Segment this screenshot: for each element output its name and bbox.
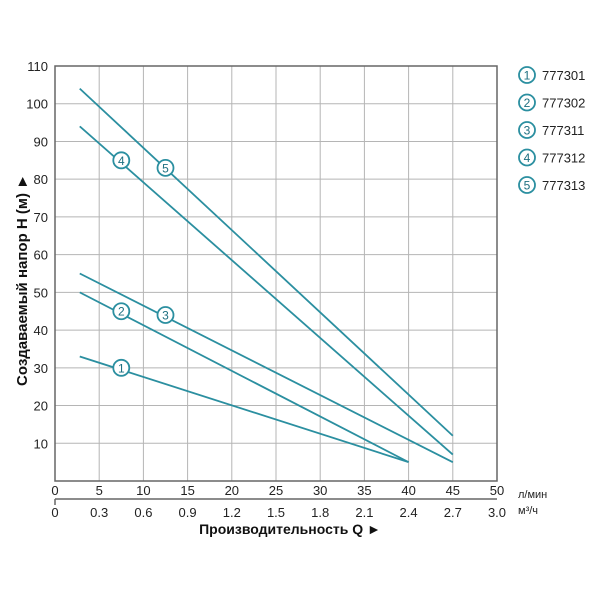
x-tick-label: 35 [357,483,371,498]
plot-frame [54,65,498,482]
series-marker-label: 1 [118,361,125,375]
series-marker-circle [156,158,175,177]
y-tick-label: 70 [34,210,48,225]
x2-tick-label: 0.6 [134,505,152,520]
series-line-3 [79,272,454,463]
y-tick-label: 100 [26,97,48,112]
series-marker-circle [112,358,131,377]
y-tick-label: 30 [34,361,48,376]
series-line-2 [79,291,410,463]
y-tick-label: 20 [34,399,48,414]
series-marker-circle [112,302,131,321]
series-line-4 [79,125,454,456]
x2-tick-label: 0 [51,505,58,520]
x-tick-label: 0 [51,483,58,498]
legend-entry: 777311 [542,123,584,138]
x2-tick-label: 1.8 [311,505,329,520]
x2-tick-label: 1.5 [267,505,285,520]
x2-tick-label: 2.4 [400,505,418,520]
series-marker-label: 3 [162,309,169,323]
x2-tick-label: 0.3 [90,505,108,520]
x-axis-title: Производительность Q ► [199,521,381,537]
y-tick-label: 80 [34,172,48,187]
x2-tick-label: 0.9 [179,505,197,520]
y-tick-label: 110 [27,59,48,74]
x-tick-label: 30 [313,483,327,498]
legend-marker-circle [518,93,536,112]
legend-entry: 777301 [542,68,585,83]
x2-unit-label: м³/ч [518,505,538,517]
legend-entry: 777312 [542,151,585,166]
x2-tick-label: 2.7 [444,505,462,520]
x-tick-label: 20 [225,483,239,498]
series-marker-label: 2 [118,305,125,319]
legend-marker-circle [518,121,536,139]
series-line-1 [79,355,409,463]
x-tick-label: 40 [401,483,415,498]
series-line-5 [79,87,454,437]
x-unit-label: л/мин [518,489,547,501]
legend-marker-circle [518,176,536,194]
y-tick-label: 60 [34,248,48,263]
x2-tick-label: 1.2 [223,505,241,520]
legend-marker-label: 5 [524,179,531,193]
series-marker-label: 5 [162,161,169,175]
legend-entry: 777313 [542,178,585,193]
x-tick-label: 10 [136,483,150,498]
x2-tick-label: 3.0 [488,505,506,520]
x-tick-label: 15 [180,483,194,498]
legend-marker-circle [518,66,536,84]
x-tick-label: 25 [269,483,283,498]
legend-marker-label: 1 [524,69,531,83]
legend-marker-label: 2 [524,96,531,110]
y-tick-label: 10 [34,436,48,451]
series-marker-circle [112,151,131,170]
y-axis-title: Создаваемый напор H (м) ► [14,174,31,386]
series-marker-label: 4 [118,154,125,168]
x2-tick-label: 2.1 [355,505,373,520]
y-tick-label: 90 [34,134,48,149]
y-tick-label: 40 [34,323,48,338]
x-tick-label: 45 [446,483,460,498]
legend-marker-circle [518,148,536,167]
legend-marker-label: 4 [524,151,531,165]
legend-marker-label: 3 [524,124,531,138]
series-marker-circle [156,306,175,324]
x-tick-label: 50 [490,483,504,498]
legend-entry: 777302 [542,96,585,111]
y-tick-label: 50 [34,285,48,300]
x-tick-label: 5 [96,483,103,498]
